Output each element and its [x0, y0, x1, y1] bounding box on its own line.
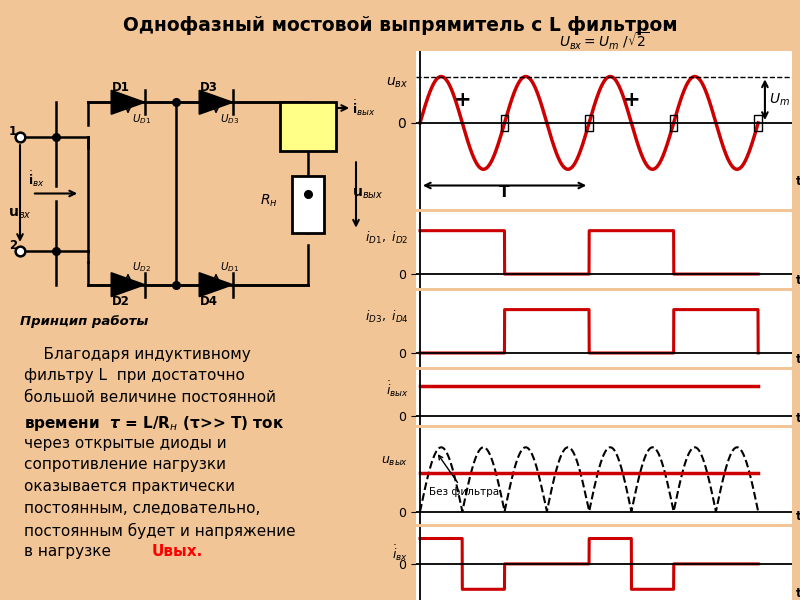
Polygon shape	[199, 91, 233, 114]
Polygon shape	[111, 91, 145, 114]
Text: $\dot{\mathbf{i}}_{вых}$: $\dot{\mathbf{i}}_{вых}$	[352, 98, 376, 118]
Text: оказывается практически: оказывается практически	[24, 479, 235, 494]
Text: 2: 2	[9, 239, 17, 252]
Text: t: t	[796, 175, 800, 188]
Bar	[754, 115, 762, 131]
Text: $U_{D3}$: $U_{D3}$	[220, 112, 239, 126]
Text: t: t	[796, 412, 800, 425]
Text: 1: 1	[9, 125, 17, 138]
Bar	[292, 176, 324, 233]
Text: D2: D2	[112, 295, 130, 308]
Text: Однофазный мостовой выпрямитель с L фильтром: Однофазный мостовой выпрямитель с L филь…	[122, 16, 678, 35]
Text: D3: D3	[200, 81, 218, 94]
Text: $U_m$: $U_m$	[769, 91, 790, 108]
Text: через открытые диоды и: через открытые диоды и	[24, 436, 226, 451]
Text: T: T	[499, 185, 510, 200]
Text: L: L	[283, 121, 293, 136]
Text: $u_{вх}$: $u_{вх}$	[386, 76, 409, 90]
Text: t: t	[796, 274, 800, 287]
Text: t: t	[796, 509, 800, 523]
Bar	[586, 115, 593, 131]
Text: $\dot{\mathbf{i}}_{вх}$: $\dot{\mathbf{i}}_{вх}$	[28, 169, 45, 189]
Text: $U_{D1}$: $U_{D1}$	[132, 112, 151, 126]
Polygon shape	[111, 273, 145, 296]
Text: $i_{D1},\ i_{D2}$: $i_{D1},\ i_{D2}$	[365, 230, 409, 247]
Text: времени  $\boldsymbol{\tau}$ = L/R$_н$ (τ>> T) ток: времени $\boldsymbol{\tau}$ = L/R$_н$ (τ…	[24, 414, 284, 433]
Text: постоянным будет и напряжение: постоянным будет и напряжение	[24, 523, 296, 539]
Text: большой величине постоянной: большой величине постоянной	[24, 390, 276, 405]
Bar	[670, 115, 678, 131]
Text: $\dot{i}_{вых}$: $\dot{i}_{вых}$	[386, 379, 409, 399]
Text: $u_{вых}$: $u_{вых}$	[382, 455, 409, 469]
Text: $\mathbf{u}_{вх}$: $\mathbf{u}_{вх}$	[8, 206, 32, 221]
Text: $U_{D1}$: $U_{D1}$	[220, 260, 239, 274]
Text: D4: D4	[200, 295, 218, 308]
Text: $U_{вх} = U_m\ /\sqrt{2}$: $U_{вх} = U_m\ /\sqrt{2}$	[559, 31, 650, 52]
Text: +: +	[454, 89, 471, 110]
Text: в нагрузке: в нагрузке	[24, 544, 116, 559]
Text: сопротивление нагрузки: сопротивление нагрузки	[24, 457, 226, 472]
Text: D1: D1	[112, 81, 130, 94]
Text: t: t	[796, 587, 800, 600]
Text: $i_{D3},\ i_{D4}$: $i_{D3},\ i_{D4}$	[365, 309, 409, 325]
Text: Uвых.: Uвых.	[152, 544, 203, 559]
Polygon shape	[199, 273, 233, 296]
Text: Благодаря индуктивному: Благодаря индуктивному	[24, 347, 250, 362]
Text: Без фильтра: Без фильтра	[430, 455, 499, 497]
Bar	[280, 102, 336, 151]
Bar	[501, 115, 508, 131]
Text: фильтру L  при достаточно: фильтру L при достаточно	[24, 368, 245, 383]
Text: постоянным, следовательно,: постоянным, следовательно,	[24, 501, 260, 516]
Text: Принцип работы: Принцип работы	[20, 314, 148, 328]
Text: $\dot{i}_{вх}$: $\dot{i}_{вх}$	[393, 543, 409, 563]
Text: +: +	[622, 89, 640, 110]
Text: $U_{D2}$: $U_{D2}$	[132, 260, 151, 274]
Text: t: t	[796, 353, 800, 366]
Text: $R_н$: $R_н$	[260, 193, 278, 209]
Text: $\mathbf{u}_{вых}$: $\mathbf{u}_{вых}$	[352, 186, 383, 200]
